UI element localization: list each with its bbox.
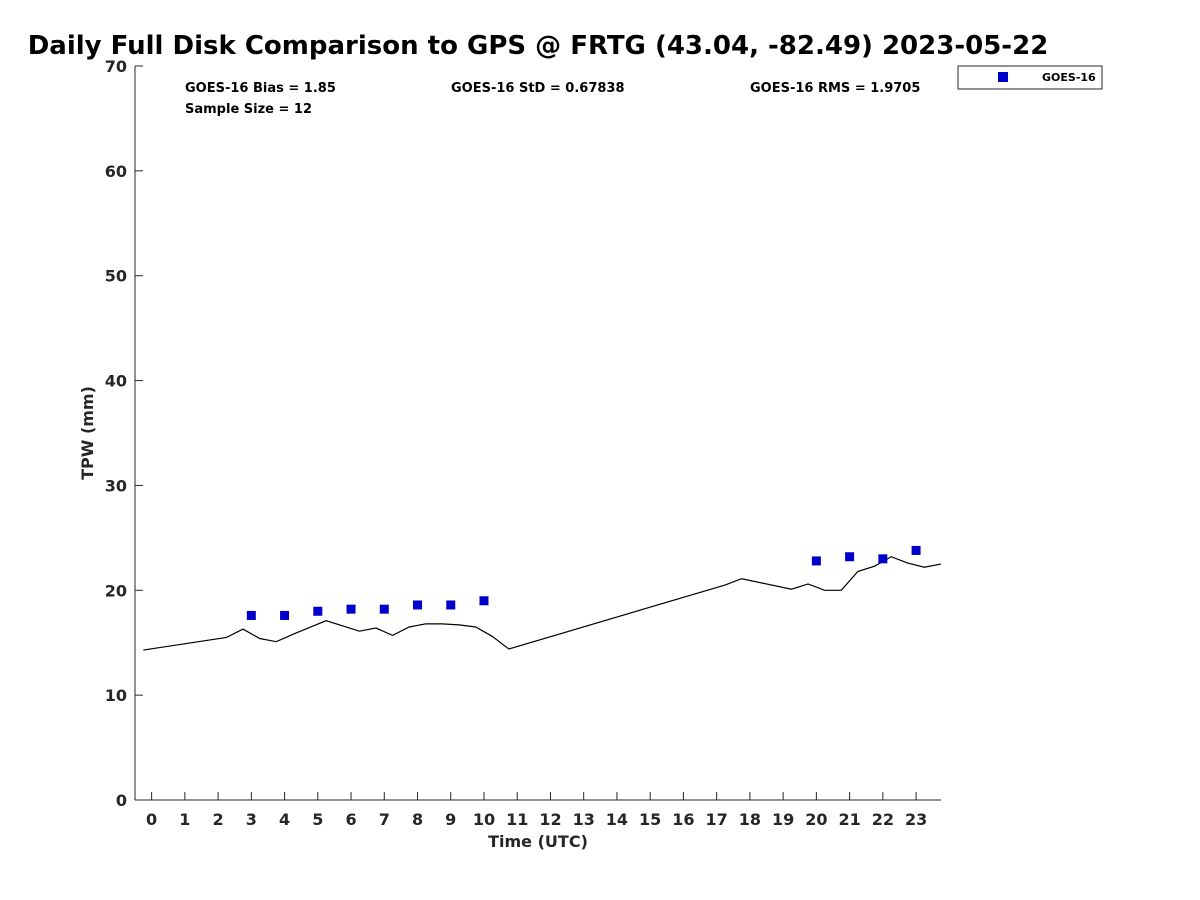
goes16-point bbox=[446, 600, 456, 610]
x-tick-label: 21 bbox=[838, 810, 860, 829]
x-tick-label: 4 bbox=[279, 810, 290, 829]
y-tick-label: 20 bbox=[105, 581, 127, 600]
x-tick-label: 1 bbox=[179, 810, 190, 829]
y-tick-label: 10 bbox=[105, 686, 127, 705]
y-ticks: 0 10 20 30 40 50 60 70 bbox=[105, 57, 143, 810]
goes16-point bbox=[878, 554, 888, 564]
x-tick-label: 22 bbox=[872, 810, 894, 829]
legend-box bbox=[957, 65, 1103, 90]
goes16-point bbox=[845, 552, 855, 562]
x-ticks: 0 1 2 3 4 5 6 7 8 9 10 11 12 13 14 15 16 17 18 19 20 21 22 23 bbox=[146, 792, 927, 829]
x-tick-label: 0 bbox=[146, 810, 157, 829]
rms-stat: GOES-16 RMS = 1.9705 bbox=[750, 81, 920, 96]
y-tick-label: 60 bbox=[105, 162, 127, 181]
legend-marker bbox=[998, 72, 1008, 82]
y-tick-label: 40 bbox=[105, 372, 127, 391]
x-tick-label: 12 bbox=[539, 810, 561, 829]
bias-stat: GOES-16 Bias = 1.85 bbox=[185, 81, 336, 96]
std-stat: GOES-16 StD = 0.67838 bbox=[451, 81, 625, 96]
goes16-point bbox=[313, 606, 323, 616]
goes16-point bbox=[413, 600, 423, 610]
x-tick-label: 13 bbox=[573, 810, 595, 829]
goes16-point bbox=[246, 610, 256, 620]
legend-label: GOES-16 bbox=[1042, 71, 1096, 84]
x-tick-label: 8 bbox=[412, 810, 423, 829]
chart-title: Daily Full Disk Comparison to GPS @ FRTG… bbox=[28, 31, 1049, 61]
x-axis-label: Time (UTC) bbox=[488, 832, 588, 851]
x-tick-label: 9 bbox=[445, 810, 456, 829]
x-tick-label: 7 bbox=[379, 810, 390, 829]
sample-size-stat: Sample Size = 12 bbox=[185, 102, 312, 117]
x-tick-label: 23 bbox=[905, 810, 927, 829]
x-tick-label: 2 bbox=[213, 810, 224, 829]
y-tick-label: 50 bbox=[105, 267, 127, 286]
gps-line bbox=[143, 556, 942, 651]
goes16-point bbox=[280, 610, 290, 620]
x-tick-label: 17 bbox=[706, 810, 728, 829]
x-tick-label: 3 bbox=[246, 810, 257, 829]
goes16-point bbox=[811, 556, 821, 566]
x-tick-label: 6 bbox=[345, 810, 356, 829]
goes16-point bbox=[479, 596, 489, 606]
legend: GOES-16 bbox=[957, 65, 1103, 90]
y-tick-label: 70 bbox=[105, 57, 127, 76]
plot-area bbox=[134, 66, 941, 801]
x-tick-label: 14 bbox=[606, 810, 628, 829]
x-tick-label: 20 bbox=[805, 810, 827, 829]
x-tick-label: 5 bbox=[312, 810, 323, 829]
x-tick-label: 10 bbox=[473, 810, 495, 829]
x-tick-label: 15 bbox=[639, 810, 661, 829]
y-tick-label: 0 bbox=[116, 791, 127, 810]
goes16-point bbox=[379, 604, 389, 614]
x-tick-label: 16 bbox=[672, 810, 694, 829]
series-layer bbox=[143, 545, 942, 651]
x-tick-label: 11 bbox=[506, 810, 528, 829]
x-tick-label: 19 bbox=[772, 810, 794, 829]
goes16-point bbox=[911, 545, 921, 555]
x-tick-label: 18 bbox=[739, 810, 761, 829]
y-tick-label: 30 bbox=[105, 476, 127, 495]
y-axis-label: TPW (mm) bbox=[78, 386, 97, 480]
goes16-point bbox=[346, 604, 356, 614]
